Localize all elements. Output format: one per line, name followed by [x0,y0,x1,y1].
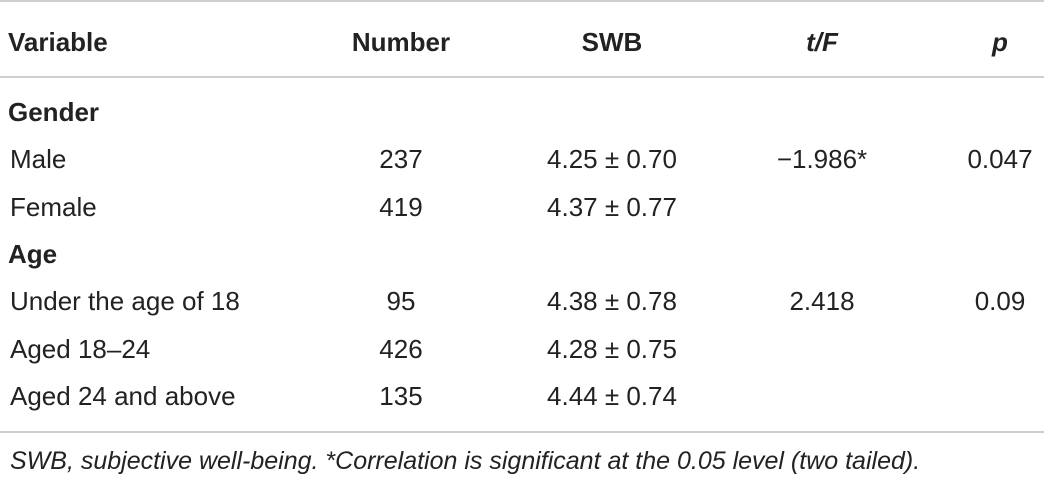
cell-number: 426 [379,333,423,364]
column-header: SWB [581,27,643,57]
cell-p: 0.09 [974,286,1026,317]
top-rule [0,0,1044,2]
cell-swb: 4.37 ± 0.77 [547,191,677,222]
cell-number: 419 [379,191,423,222]
column-header: t/F [806,27,838,57]
cell-swb: 4.28 ± 0.75 [547,333,677,364]
section-title: Gender [8,97,100,127]
cell-tf: 2.418 [789,286,855,317]
cell-number: 135 [379,380,423,411]
cell-variable: Aged 18–24 [10,333,151,364]
cell-number: 95 [386,286,416,317]
bottom-rule [0,431,1044,433]
cell-variable: Female [10,191,97,222]
header-rule [0,76,1044,78]
cell-swb: 4.38 ± 0.78 [547,286,677,317]
cell-swb: 4.44 ± 0.74 [547,380,677,411]
cell-variable: Male [10,144,67,175]
cell-variable: Aged 24 and above [10,380,236,411]
cell-p: 0.047 [967,144,1033,175]
cell-variable: Under the age of 18 [10,286,240,317]
column-header: p [992,27,1008,57]
cell-number: 237 [379,144,423,175]
cell-swb: 4.25 ± 0.70 [547,144,677,175]
cell-tf: −1.986* [776,144,868,175]
column-header: Variable [8,27,108,57]
section-title: Age [8,238,58,269]
footnote: SWB, subjective well-being. *Correlation… [10,447,921,475]
column-header: Number [351,27,451,57]
